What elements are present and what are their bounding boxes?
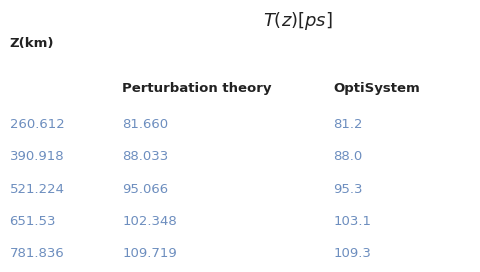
Text: 109.719: 109.719 [122,247,177,260]
Text: OptiSystem: OptiSystem [334,82,420,95]
Text: 109.3: 109.3 [334,247,372,260]
Text: 95.3: 95.3 [334,183,363,196]
Text: 521.224: 521.224 [10,183,65,196]
Text: $T(z)[ps]$: $T(z)[ps]$ [263,10,333,32]
Text: 390.918: 390.918 [10,150,64,163]
Text: 81.660: 81.660 [122,118,168,131]
Text: Perturbation theory: Perturbation theory [122,82,272,95]
Text: 781.836: 781.836 [10,247,64,260]
Text: 88.0: 88.0 [334,150,363,163]
Text: 651.53: 651.53 [10,215,56,228]
Text: 102.348: 102.348 [122,215,177,228]
Text: 81.2: 81.2 [334,118,363,131]
Text: 103.1: 103.1 [334,215,372,228]
Text: Z(km): Z(km) [10,37,54,50]
Text: 88.033: 88.033 [122,150,168,163]
Text: 260.612: 260.612 [10,118,64,131]
Text: 95.066: 95.066 [122,183,168,196]
